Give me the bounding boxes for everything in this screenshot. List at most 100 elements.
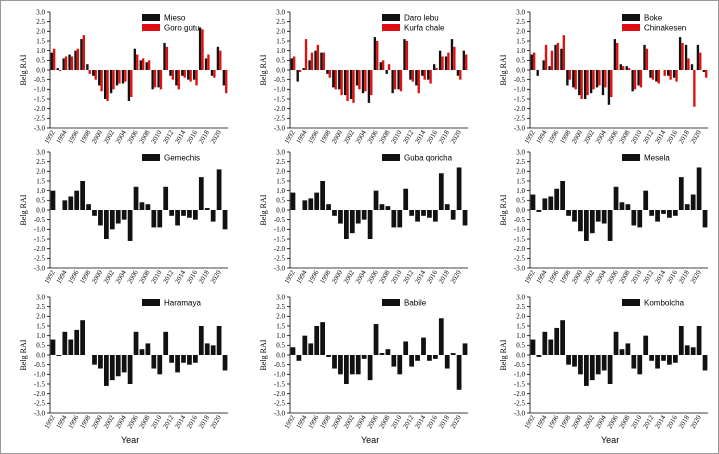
y-tick-label: -1.5 <box>34 380 46 388</box>
bar <box>427 70 430 80</box>
bar <box>373 37 377 70</box>
y-tick-label: 2.5 <box>516 18 525 26</box>
y-tick-label: 3.0 <box>36 148 45 156</box>
y-tick-label: 0.0 <box>276 206 285 214</box>
y-tick-label: -0.5 <box>34 216 46 224</box>
bar <box>157 210 163 228</box>
y-tick-label: -1.5 <box>34 235 46 243</box>
bar <box>314 192 320 210</box>
y-tick-label: 3.0 <box>516 148 525 156</box>
bar <box>661 210 666 214</box>
bar <box>216 326 222 355</box>
y-tick-label: -1.0 <box>274 226 286 234</box>
y-tick-label: -2.0 <box>274 245 286 253</box>
bar <box>562 35 566 70</box>
x-axis-label: Year <box>121 435 139 445</box>
bar <box>210 210 216 222</box>
bar <box>343 70 347 96</box>
bar <box>355 210 361 224</box>
bar <box>121 210 127 220</box>
bar <box>607 70 611 105</box>
y-tick-label: -2.0 <box>514 390 526 398</box>
bar <box>367 355 373 381</box>
bar <box>601 70 605 96</box>
bar <box>82 35 86 70</box>
bar <box>169 70 172 76</box>
bar <box>187 70 190 80</box>
bar <box>693 70 696 107</box>
y-tick-label: -3.0 <box>514 264 526 272</box>
bar <box>649 355 655 361</box>
y-tick-label: 0.0 <box>516 351 525 359</box>
bar <box>678 37 682 70</box>
x-axis-label: Year <box>601 435 619 445</box>
legend-swatch <box>382 24 400 31</box>
bar <box>88 70 91 74</box>
bar <box>421 337 426 355</box>
bar <box>310 52 314 70</box>
y-tick-label: -0.5 <box>34 361 46 369</box>
bar <box>447 52 450 70</box>
y-tick-label: -2.0 <box>274 105 286 113</box>
bar <box>578 70 581 96</box>
y-tick-label: -3.0 <box>274 264 286 272</box>
bar <box>465 54 468 70</box>
y-tick-label: 2.0 <box>36 28 45 36</box>
bar <box>415 70 418 86</box>
bar <box>56 355 62 356</box>
bar <box>583 210 589 241</box>
bar <box>631 70 634 92</box>
bar <box>187 210 192 218</box>
bar <box>62 331 68 355</box>
y-tick-label: 0.5 <box>276 57 285 65</box>
bar <box>667 70 670 76</box>
bar <box>619 64 622 70</box>
legend-label: Guba qoricha <box>404 154 453 163</box>
legend-label: Mesela <box>644 154 670 163</box>
bar <box>92 355 97 365</box>
y-tick-label: -1.5 <box>514 380 526 388</box>
bar <box>702 210 708 228</box>
bar <box>338 70 341 90</box>
bar <box>595 70 599 88</box>
bar <box>157 355 163 375</box>
bar <box>574 70 577 90</box>
bar <box>415 210 420 222</box>
bar <box>560 181 566 210</box>
legend-label: Boke <box>644 14 663 23</box>
y-tick-label: -1.5 <box>514 235 526 243</box>
bar <box>403 188 409 210</box>
bar <box>80 181 86 210</box>
bar <box>554 44 557 70</box>
bar <box>320 181 326 210</box>
bar <box>568 70 571 80</box>
bar <box>346 70 349 101</box>
y-tick-label: 2.5 <box>516 158 525 166</box>
bar <box>216 169 222 210</box>
bar <box>393 70 397 90</box>
bar <box>320 52 323 70</box>
bar <box>74 190 80 210</box>
bar <box>655 210 660 222</box>
y-tick-label: 2.0 <box>276 313 285 321</box>
y-tick-label: 3.0 <box>276 293 285 301</box>
legend-label: Haramaya <box>164 299 201 308</box>
y-tick-label: -2.0 <box>34 390 46 398</box>
bar <box>542 60 545 70</box>
bar <box>405 41 409 70</box>
bar <box>127 210 133 241</box>
bar <box>355 70 359 86</box>
y-tick-label: 0.5 <box>36 342 45 350</box>
bar <box>98 210 103 226</box>
bar <box>690 347 696 355</box>
bar <box>607 355 613 384</box>
bar <box>702 355 708 371</box>
bar <box>376 41 379 70</box>
legend-swatch <box>622 14 640 21</box>
y-tick-label: -2.0 <box>34 245 46 253</box>
bar <box>702 70 706 72</box>
y-tick-label: 2.0 <box>516 313 525 321</box>
bar <box>204 343 210 355</box>
bar <box>169 210 175 216</box>
y-tick-label: 1.5 <box>36 177 45 185</box>
